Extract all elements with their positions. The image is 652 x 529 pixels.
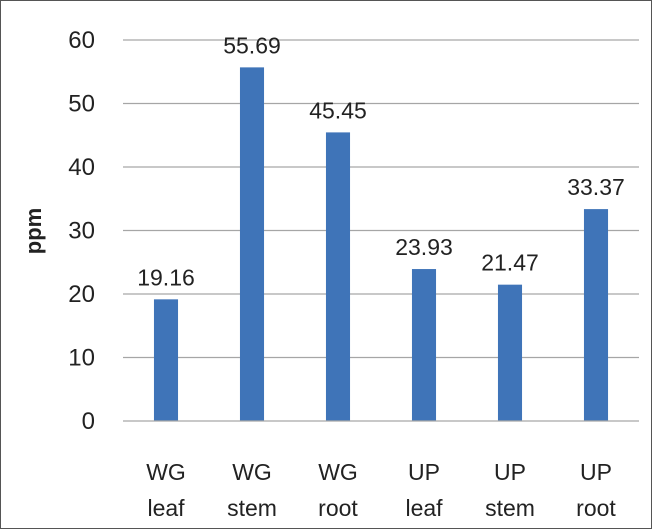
bars: [153, 67, 609, 421]
x-category-label: root: [318, 495, 358, 521]
y-axis-tick-labels: 0 10 20 30 40 50 60: [68, 27, 95, 435]
data-label: 21.47: [481, 250, 539, 276]
data-label: 45.45: [309, 97, 367, 123]
x-category-label: WG: [146, 459, 186, 485]
bar: [153, 299, 179, 421]
y-tick-label: 50: [68, 91, 95, 118]
bar: [325, 132, 351, 421]
x-category-label: WG: [318, 459, 358, 485]
x-category-label: UP: [408, 459, 440, 485]
bar: [239, 67, 265, 421]
x-category-label: UP: [494, 459, 526, 485]
x-axis-category-labels: WG leaf WG stem WG root UP leaf UP stem UP root: [146, 459, 616, 521]
x-category-label: stem: [485, 495, 535, 521]
gridlines: [123, 39, 639, 359]
y-tick-label: 10: [68, 345, 95, 372]
bar: [583, 209, 609, 421]
y-tick-label: 30: [68, 218, 95, 245]
data-label: 19.16: [137, 264, 195, 290]
data-labels: 19.16 55.69 45.45 23.93 21.47 33.37: [137, 32, 625, 290]
y-tick-label: 0: [82, 408, 95, 435]
x-category-label: leaf: [147, 495, 185, 521]
y-tick-label: 20: [68, 281, 95, 308]
x-category-label: UP: [580, 459, 612, 485]
x-category-label: leaf: [405, 495, 443, 521]
x-category-label: stem: [227, 495, 277, 521]
bar: [497, 284, 523, 421]
data-label: 55.69: [223, 32, 281, 58]
data-label: 33.37: [567, 174, 625, 200]
y-tick-label: 60: [68, 27, 95, 54]
bar: [411, 269, 437, 421]
data-label: 23.93: [395, 234, 453, 260]
y-tick-label: 40: [68, 154, 95, 181]
y-axis-title: ppm: [21, 208, 46, 254]
x-category-label: root: [576, 495, 616, 521]
x-category-label: WG: [232, 459, 272, 485]
